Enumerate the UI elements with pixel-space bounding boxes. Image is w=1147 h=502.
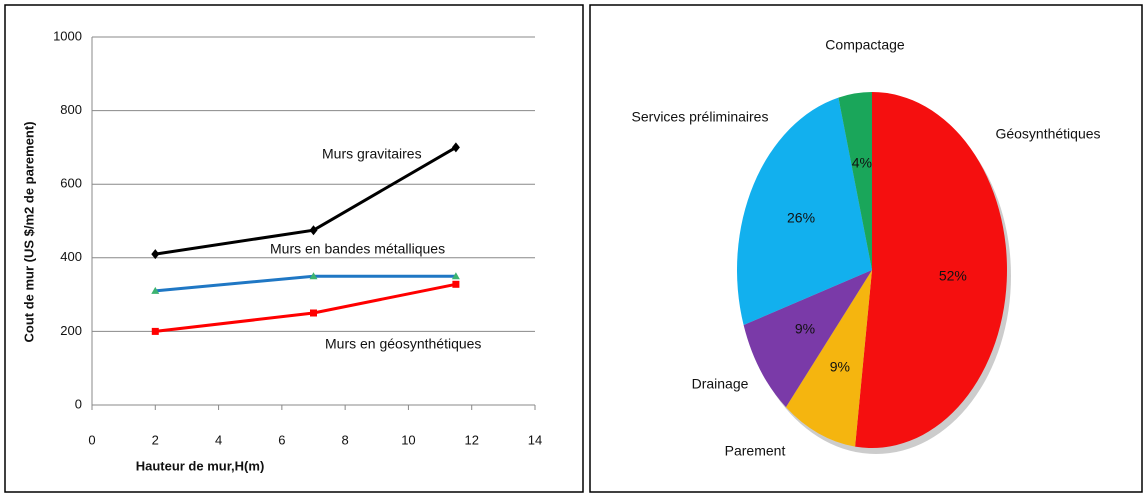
- pie-slice: [855, 92, 1007, 448]
- x-tick-label: 8: [342, 432, 349, 447]
- pie-category-label: Services préliminaires: [632, 109, 769, 125]
- marker: [309, 225, 318, 236]
- series-line: [155, 274, 456, 293]
- y-tick-label: 200: [60, 323, 82, 338]
- x-tick-label: 14: [528, 432, 542, 447]
- pie-value-label: 9%: [830, 359, 850, 375]
- y-tick-label: 600: [60, 176, 82, 191]
- series-label: Murs gravitaires: [322, 146, 422, 162]
- pie-slice: [785, 270, 872, 447]
- y-tick-label: 1000: [53, 28, 82, 43]
- x-axis-label: Hauteur de mur,H(m): [136, 458, 265, 473]
- pie-value-label: 52%: [939, 267, 967, 283]
- x-tick-label: 0: [88, 432, 95, 447]
- x-tick-label: 6: [278, 432, 285, 447]
- x-tick-label: 4: [215, 432, 222, 447]
- left-panel: [4, 4, 584, 493]
- pie-slice: [743, 270, 872, 408]
- marker: [151, 286, 160, 294]
- pie-category-label: Drainage: [692, 376, 749, 392]
- pie-slice: [736, 97, 872, 326]
- pie-category-label: Géosynthétiques: [995, 126, 1100, 142]
- series-label: Murs en géosynthétiques: [325, 336, 481, 352]
- pie-value-label: 26%: [787, 209, 815, 225]
- right-panel: [589, 4, 1143, 493]
- y-tick-label: 800: [60, 102, 82, 117]
- marker: [452, 280, 460, 288]
- series-line: [155, 146, 457, 256]
- x-tick-label: 2: [152, 432, 159, 447]
- marker: [451, 272, 460, 280]
- pie-category-label: Parement: [725, 443, 786, 459]
- marker: [309, 272, 318, 280]
- y-tick-label: 0: [75, 396, 82, 411]
- series-line: [155, 282, 457, 333]
- marker: [151, 249, 160, 260]
- y-tick-label: 400: [60, 249, 82, 264]
- x-tick-label: 12: [464, 432, 478, 447]
- pie-value-label: 9%: [795, 321, 815, 337]
- marker: [151, 327, 159, 335]
- marker: [310, 309, 317, 317]
- pie-category-label: Compactage: [825, 37, 905, 53]
- x-tick-label: 10: [401, 432, 415, 447]
- pie-slice: [838, 92, 872, 270]
- pie-value-label: 4%: [852, 155, 872, 171]
- series-label: Murs en bandes métalliques: [270, 241, 445, 257]
- y-axis-label: Cout de mur (US $/m2 de parement): [21, 121, 36, 342]
- marker: [451, 142, 460, 153]
